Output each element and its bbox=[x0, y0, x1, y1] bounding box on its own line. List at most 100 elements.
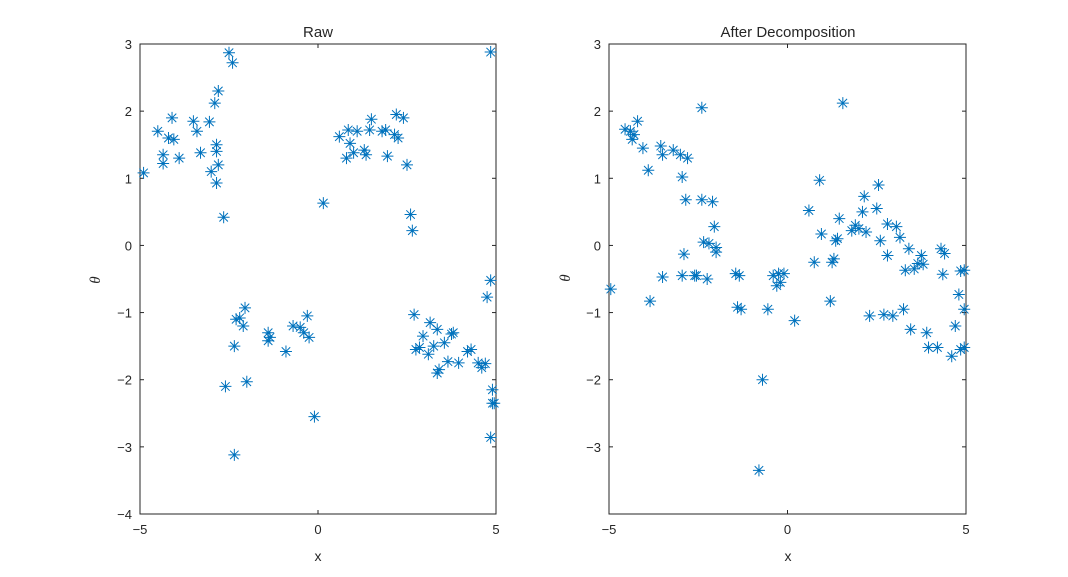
after-decomposition-chart: After Decomposition x θ −5 0 5 −3 −2 −1 0 1 2 3 bbox=[558, 24, 971, 564]
after-decomposition-chart-title: After Decomposition bbox=[720, 24, 855, 41]
after-decomposition-data-point bbox=[872, 179, 885, 191]
y-tick-label: 3 bbox=[125, 37, 132, 52]
raw-data-point bbox=[187, 115, 200, 128]
raw-data-point bbox=[363, 123, 376, 136]
after-decomposition-data-point bbox=[756, 373, 769, 386]
raw-data-point bbox=[223, 46, 235, 59]
raw-data-point bbox=[427, 340, 440, 353]
raw-data-point bbox=[228, 340, 241, 353]
after-decomposition-data-point bbox=[702, 237, 715, 250]
raw-data-point bbox=[287, 320, 300, 332]
raw-data-point bbox=[486, 383, 499, 396]
after-decomposition-data-point bbox=[777, 267, 790, 280]
after-decomposition-data-point bbox=[619, 123, 632, 136]
raw-data-point bbox=[397, 111, 410, 124]
raw-x-axis-label: x bbox=[315, 548, 322, 564]
raw-data-point bbox=[317, 197, 330, 210]
after-decomposition-data-point bbox=[845, 224, 858, 237]
raw-data-point bbox=[294, 321, 307, 334]
raw-data-point bbox=[210, 145, 223, 158]
after-decomposition-data-point bbox=[904, 323, 917, 336]
after-decomposition-data-point bbox=[644, 295, 657, 308]
x-tick-label: 5 bbox=[492, 522, 499, 537]
raw-data-point bbox=[424, 316, 437, 329]
raw-data-point bbox=[205, 165, 218, 178]
after-decomposition-y-axis-label: θ bbox=[558, 274, 574, 282]
after-decomposition-data-point bbox=[917, 258, 930, 271]
raw-data-point bbox=[376, 125, 389, 138]
raw-data-point bbox=[301, 309, 314, 322]
after-decomposition-data-point bbox=[802, 204, 815, 217]
raw-data-point bbox=[340, 152, 353, 165]
after-decomposition-data-point bbox=[897, 303, 910, 316]
raw-data-point bbox=[240, 375, 253, 388]
raw-data-point bbox=[190, 125, 203, 138]
after-decomposition-data-point bbox=[881, 249, 894, 262]
raw-data-point bbox=[461, 345, 474, 358]
raw-data-point bbox=[226, 56, 239, 69]
after-decomposition-data-point bbox=[824, 295, 837, 308]
y-tick-label: −1 bbox=[117, 306, 132, 321]
after-decomposition-data-point bbox=[701, 273, 714, 285]
raw-data-point bbox=[167, 133, 180, 146]
after-decomposition-data-point bbox=[656, 270, 669, 283]
after-decomposition-data-point bbox=[935, 242, 948, 255]
y-tick-label: −2 bbox=[117, 373, 132, 388]
y-tick-label: 1 bbox=[594, 171, 601, 186]
raw-data-point bbox=[263, 331, 276, 344]
y-tick-label: −4 bbox=[117, 507, 132, 522]
after-decomposition-data-point bbox=[877, 308, 890, 321]
raw-data-points bbox=[137, 46, 501, 461]
raw-data-point bbox=[137, 166, 150, 179]
raw-data-point bbox=[431, 367, 444, 379]
raw-data-point bbox=[379, 123, 392, 136]
after-decomposition-data-point bbox=[674, 148, 687, 161]
after-decomposition-data-point bbox=[733, 269, 746, 282]
after-decomposition-data-point bbox=[958, 303, 971, 316]
after-decomposition-data-point bbox=[774, 276, 787, 289]
after-decomposition-data-point bbox=[826, 256, 839, 269]
y-tick-label: −3 bbox=[586, 440, 601, 455]
raw-data-point bbox=[173, 152, 186, 165]
raw-data-point bbox=[208, 97, 221, 110]
after-decomposition-data-point bbox=[890, 220, 903, 233]
after-decomposition-data-point bbox=[952, 288, 965, 301]
after-decomposition-data-point bbox=[815, 228, 828, 241]
x-tick-label: −5 bbox=[602, 522, 617, 537]
raw-data-point bbox=[409, 343, 422, 356]
raw-data-point bbox=[404, 208, 417, 221]
after-decomposition-data-point bbox=[920, 326, 933, 339]
raw-data-point bbox=[262, 334, 275, 347]
raw-data-point bbox=[203, 115, 216, 128]
raw-data-point bbox=[230, 313, 243, 326]
raw-data-point bbox=[210, 176, 223, 189]
raw-data-point bbox=[219, 380, 232, 393]
after-decomposition-data-point bbox=[852, 222, 865, 235]
raw-data-point bbox=[360, 148, 373, 161]
y-tick-label: −1 bbox=[586, 306, 601, 321]
after-decomposition-data-point bbox=[902, 242, 915, 255]
raw-data-point bbox=[479, 357, 492, 370]
raw-data-point bbox=[417, 330, 430, 343]
x-tick-label: 0 bbox=[314, 522, 321, 537]
after-decomposition-data-point bbox=[893, 231, 906, 244]
after-decomposition-data-point bbox=[911, 257, 924, 270]
after-decomposition-data-point bbox=[642, 164, 655, 177]
raw-data-point bbox=[157, 148, 170, 161]
raw-data-point bbox=[157, 157, 170, 170]
raw-data-point bbox=[422, 348, 435, 361]
raw-data-point bbox=[239, 301, 252, 314]
raw-data-point bbox=[438, 336, 451, 349]
x-tick-label: −5 bbox=[133, 522, 148, 537]
raw-data-point bbox=[162, 132, 175, 144]
raw-data-point bbox=[488, 397, 501, 410]
y-tick-label: 3 bbox=[594, 37, 601, 52]
raw-axis-ticks: −5 0 5 −4 −3 −2 −1 0 1 2 3 bbox=[117, 37, 499, 537]
raw-data-point bbox=[262, 326, 275, 339]
after-decomposition-data-point bbox=[954, 343, 967, 356]
after-decomposition-data-point bbox=[752, 464, 765, 477]
raw-data-point bbox=[484, 431, 497, 444]
raw-data-point bbox=[228, 448, 241, 461]
